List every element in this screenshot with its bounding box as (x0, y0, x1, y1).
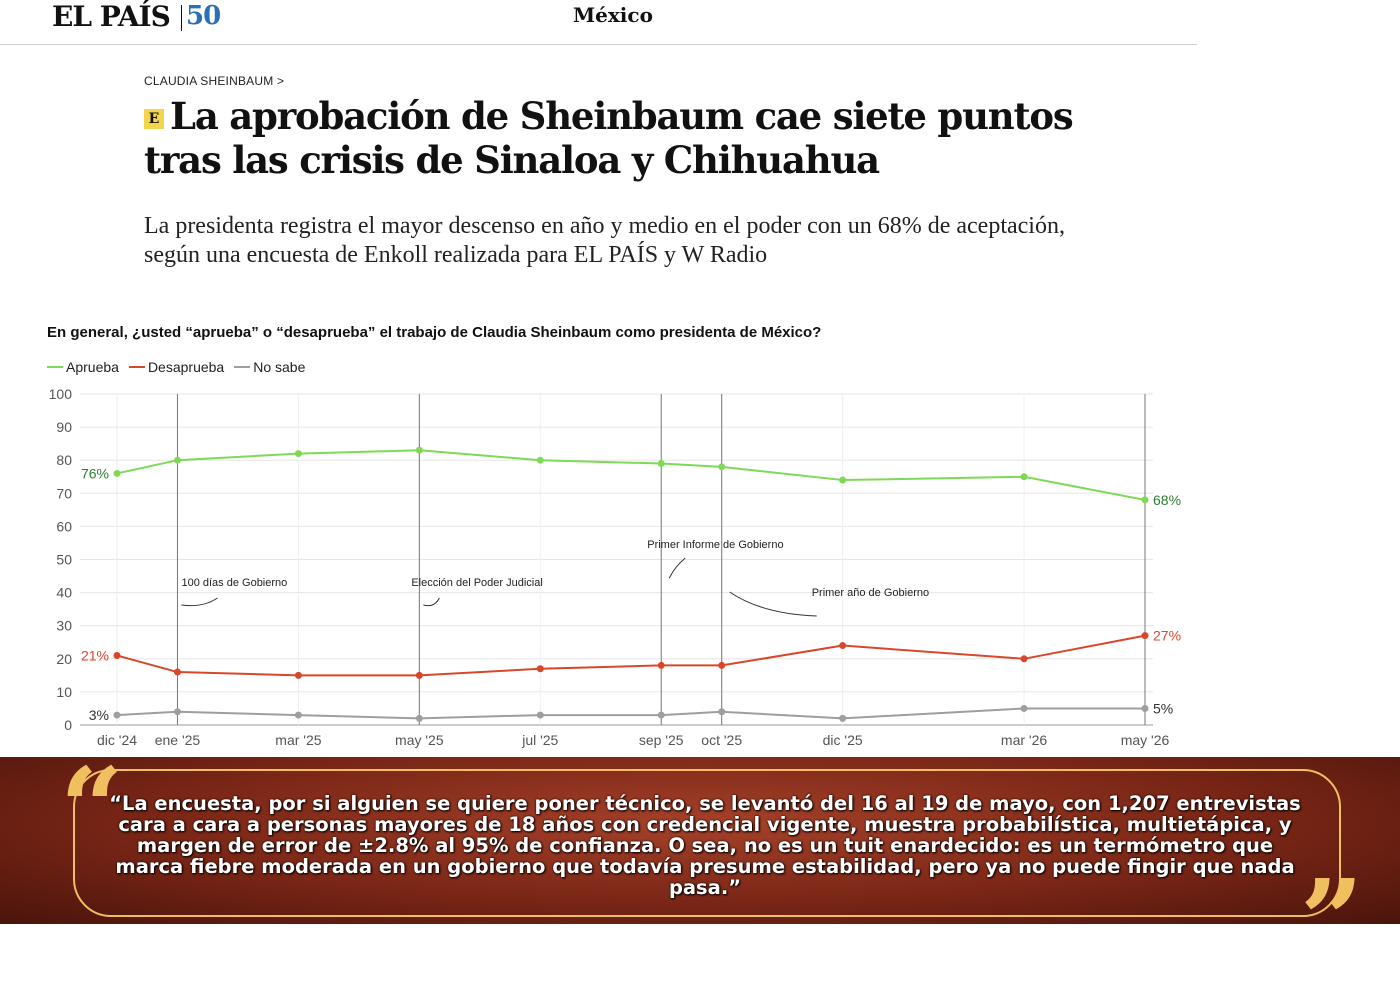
y-tick-label: 90 (56, 419, 72, 435)
approval-line-chart: 0 10 20 30 40 50 60 70 80 90 100 dic '24 ene '25 mar … (49, 386, 1181, 748)
quote-banner: “ ” “La encuesta, por si alguien se quie… (0, 753, 1400, 975)
chart-title: En general, ¿usted “aprueba” o “desaprue… (47, 324, 822, 341)
y-tick-label: 20 (56, 651, 72, 667)
start-value-label: 3% (89, 707, 109, 723)
annotation-arrow-icon (729, 591, 817, 617)
premium-badge-icon: E (144, 109, 164, 129)
x-tick-label: dic '24 (97, 732, 137, 748)
section-title[interactable]: México (573, 3, 653, 27)
legend-item: No sabe (234, 359, 305, 375)
y-tick-label: 80 (56, 452, 72, 468)
data-point (657, 460, 665, 468)
annotation-label: Primer Informe de Gobierno (647, 539, 783, 551)
x-tick-label: oct '25 (701, 732, 742, 748)
data-point (657, 711, 665, 719)
data-point (1141, 496, 1149, 504)
anniversary-logo[interactable]: 50 (186, 1, 221, 31)
data-point (657, 661, 665, 669)
x-tick-label: dic '25 (823, 732, 863, 748)
data-point (173, 708, 181, 716)
data-point (536, 456, 544, 464)
y-tick-label: 10 (56, 684, 72, 700)
series-line-aprueba (116, 449, 1146, 501)
x-tick-label: ene '25 (155, 732, 201, 748)
data-point (113, 469, 121, 477)
y-tick-label: 60 (56, 518, 72, 534)
legend-swatch (47, 366, 63, 368)
data-point (113, 651, 121, 659)
data-point (294, 671, 302, 679)
y-tick-label: 70 (56, 485, 72, 501)
logo-separator (181, 5, 182, 31)
data-point (1020, 473, 1028, 481)
data-point (718, 661, 726, 669)
open-quote-icon: “ (60, 743, 124, 872)
x-tick-label: may '26 (1121, 732, 1170, 748)
data-point (113, 711, 121, 719)
end-value-label: 27% (1153, 628, 1181, 644)
legend-item: Aprueba (47, 359, 119, 375)
y-tick-label: 100 (49, 386, 73, 402)
data-point (1020, 704, 1028, 712)
annotation-label: Primer año de Gobierno (812, 587, 929, 599)
legend-label: Desaprueba (147, 359, 225, 375)
series-line-no-sabe (116, 707, 1145, 720)
data-point (536, 711, 544, 719)
y-tick-label: 40 (56, 585, 72, 601)
data-point (294, 450, 302, 458)
subheadline: La presidenta registra el mayor descenso… (144, 213, 1065, 268)
data-point (839, 642, 847, 650)
y-tick-label: 0 (64, 717, 72, 733)
legend-swatch (234, 366, 251, 368)
data-point (718, 708, 726, 716)
series-line-desaprueba (116, 634, 1146, 677)
legend-item: Desaprueba (128, 359, 225, 375)
quote-frame (73, 769, 1341, 917)
top-bar: EL PAÍS 50 México (0, 0, 1197, 45)
annotation-label: Elección del Poder Judicial (411, 577, 542, 589)
end-value-label: 68% (1153, 492, 1181, 508)
headline: E La aprobación de Sheinbaum cae siete pu… (144, 94, 1104, 182)
data-point (415, 671, 423, 679)
legend-label: Aprueba (66, 359, 119, 375)
breadcrumb[interactable]: CLAUDIA SHEINBAUM > (144, 74, 285, 88)
start-value-label: 76% (81, 465, 109, 481)
annotation-arrow-icon (423, 597, 440, 607)
y-tick-label: 50 (56, 552, 72, 568)
headline-text: La aprobación de Sheinbaum cae siete pun… (144, 94, 1074, 182)
data-point (415, 714, 423, 722)
data-point (1141, 704, 1149, 712)
data-point (839, 476, 847, 484)
x-tick-label: mar '25 (275, 732, 321, 748)
legend-swatch (128, 366, 145, 368)
x-tick-label: jul '25 (521, 732, 558, 748)
x-tick-label: may '25 (395, 732, 444, 748)
data-point (1141, 632, 1149, 640)
data-point (536, 665, 544, 673)
data-point (718, 463, 726, 471)
annotation-arrow-icon (181, 597, 218, 607)
legend-label: No sabe (253, 359, 306, 375)
data-point (294, 711, 302, 719)
annotation-arrow-icon (668, 557, 686, 579)
el-pais-logo[interactable]: EL PAÍS (52, 0, 171, 33)
quote-text: “La encuesta, por si alguien se quiere p… (109, 792, 1301, 899)
annotation-label: 100 días de Gobierno (181, 577, 287, 589)
data-point (173, 456, 181, 464)
data-point (415, 446, 423, 454)
x-tick-label: mar '26 (1001, 732, 1047, 748)
x-tick-label: sep '25 (639, 732, 684, 748)
data-point (173, 668, 181, 676)
data-point (1020, 655, 1028, 663)
y-tick-label: 30 (56, 618, 72, 634)
data-point (839, 714, 847, 722)
start-value-label: 21% (81, 647, 109, 663)
end-value-label: 5% (1153, 700, 1173, 716)
chart-legend: Aprueba Desaprueba No sabe (47, 359, 311, 375)
